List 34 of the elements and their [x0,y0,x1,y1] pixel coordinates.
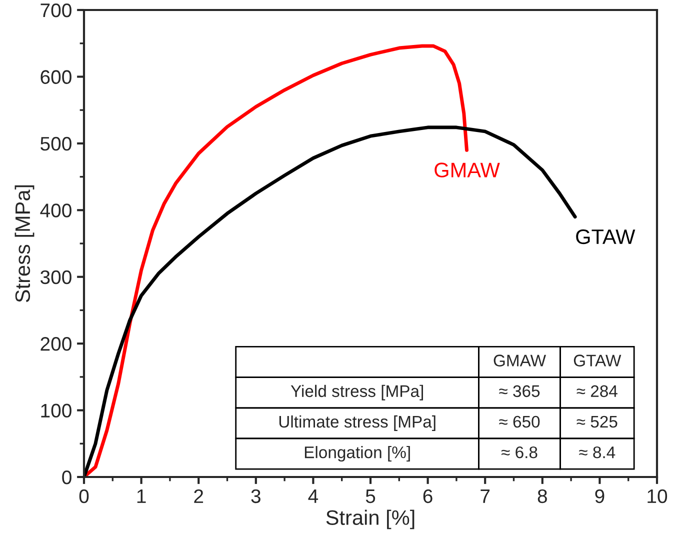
annotation: Yield stress [MPa] [290,384,423,400]
x-tick-label: 3 [251,489,260,504]
x-tick-label: 1 [137,490,146,503]
annotation: ≈ 6.8 [502,446,538,458]
annotation: ≈ 525 [576,416,618,428]
y-tick-label: 500 [40,136,72,151]
annotation: ≈ 8.4 [579,446,616,458]
x-tick-label: 4 [308,490,318,503]
y-tick-label: 200 [40,337,72,351]
y-tick-label: 0 [62,470,72,484]
x-tick-label: 0 [79,489,89,504]
y-tick-label: 700 [40,3,72,18]
annotation: GMAW [494,354,546,366]
x-tick-label: 10 [648,489,668,504]
annotation: ≈ 650 [499,416,540,428]
x-tick-label: 8 [538,489,547,504]
series-label: GTAW [576,229,636,244]
annotation: GTAW [574,354,622,366]
y-tick-label: 100 [41,404,72,418]
x-tick-label: 9 [595,489,604,504]
x-axis-title: Strain [%] [326,510,414,530]
y-tick-label: 300 [40,270,72,284]
x-tick-label: 7 [480,490,490,503]
annotation: ≈ 365 [499,385,540,398]
series-label: GMAW [434,162,500,178]
y-tick-label: 400 [40,204,72,218]
annotation: ≈ 284 [576,385,618,398]
annotation: Elongation [%] [304,446,410,462]
y-tick-label: 600 [40,70,72,84]
x-tick-label: 2 [194,489,204,503]
x-tick-label: 5 [366,490,376,504]
x-tick-label: 6 [423,489,432,504]
y-axis-title: Stress [MPa] [14,185,34,302]
annotation: Ultimate stress [MPa] [279,415,436,431]
